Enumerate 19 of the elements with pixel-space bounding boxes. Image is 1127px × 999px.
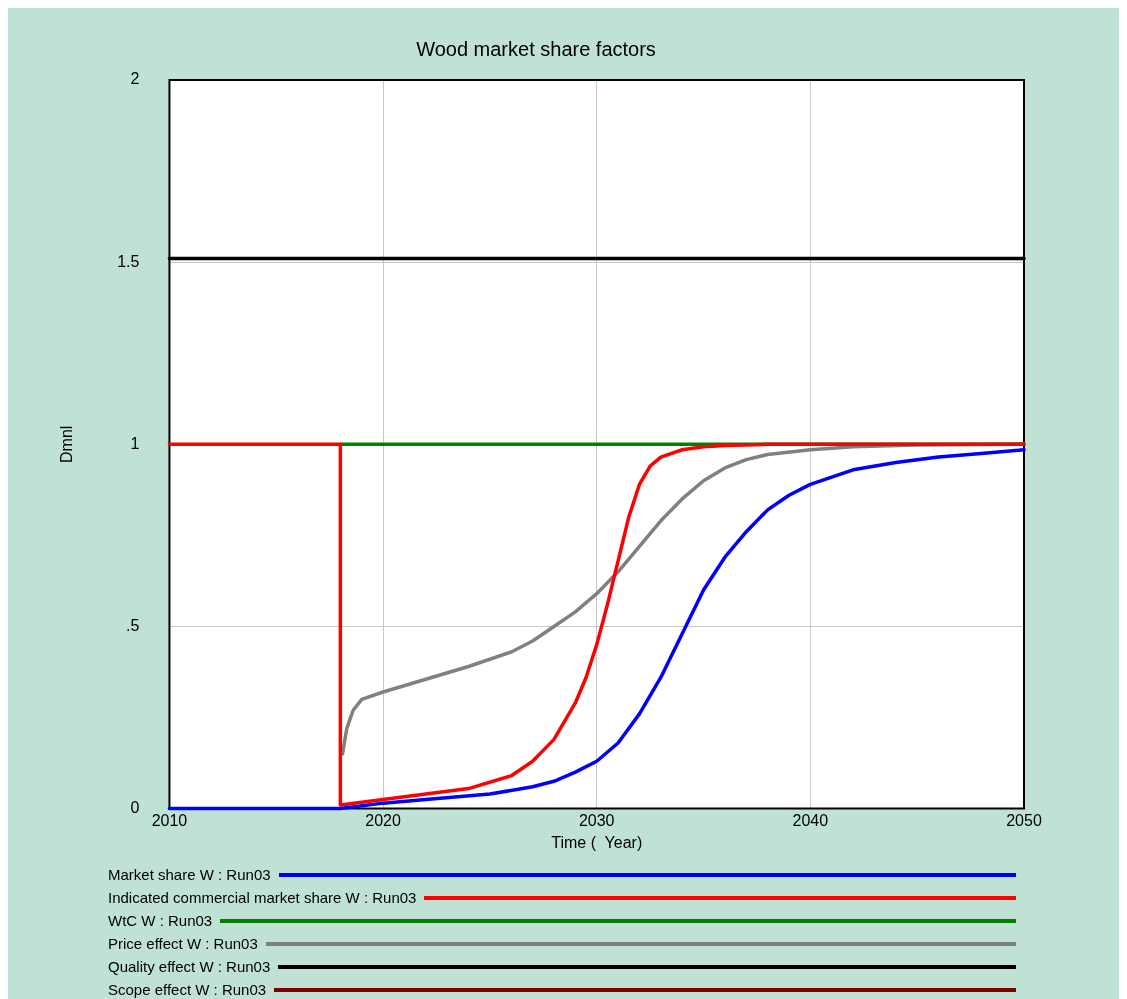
legend-label: Market share W : Run03 (108, 866, 271, 883)
y-tick-label: 0 (130, 799, 140, 817)
x-tick-label: 2030 (578, 811, 615, 829)
y-axis-title: Dmnl (58, 425, 76, 463)
y-tick-label: .5 (126, 616, 140, 634)
legend-label: Price effect W : Run03 (108, 935, 258, 952)
y-tick-label: 1 (130, 434, 140, 452)
legend-label: Scope effect W : Run03 (108, 981, 267, 998)
y-tick-label: 2 (130, 70, 140, 88)
legend-label: Indicated commercial market share W : Run03 (108, 889, 417, 906)
x-axis-title: Time ( Year) (551, 833, 643, 851)
legend-label: WtC W : Run03 (108, 912, 213, 929)
chart-title: Wood market share factors (416, 37, 656, 60)
x-tick-label: 2040 (792, 811, 829, 829)
legend-label: Quality effect W : Run03 (108, 958, 271, 975)
x-tick-label: 2020 (365, 811, 401, 829)
x-tick-label: 2050 (1006, 811, 1042, 829)
y-tick-label: 1.5 (117, 252, 140, 270)
x-tick-label: 2010 (151, 811, 188, 829)
